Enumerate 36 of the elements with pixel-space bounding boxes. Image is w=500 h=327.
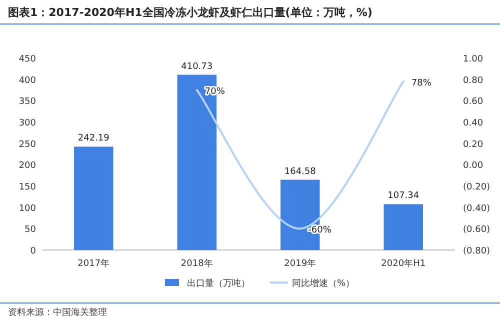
y2-tick-label: 0.60	[463, 97, 484, 108]
x-tick-label: 2018年	[180, 258, 213, 269]
data-label: 242.19	[78, 134, 110, 144]
y2-tick-label: 0.80	[463, 76, 484, 86]
y2-tick-label: (0.20)	[463, 182, 490, 192]
y2-tick-label: (0.60)	[463, 225, 490, 236]
bar	[384, 204, 423, 250]
y2-tick-label: (0.40)	[463, 204, 490, 214]
x-tick-label: 2017年	[78, 258, 110, 269]
x-tick-label: 2020年H1	[381, 258, 426, 269]
y-tick-label: 100	[18, 204, 36, 214]
legend-label: 出口量（万吨）	[187, 278, 250, 289]
y2-tick-label: 0.20	[463, 140, 484, 150]
y-tick-label: 450	[18, 54, 36, 64]
y-tick-label: 350	[18, 97, 36, 108]
legend-label: 同比增速（%）	[292, 278, 355, 289]
data-label: 78%	[411, 78, 432, 88]
y-tick-label: 50	[24, 225, 36, 236]
y-tick-label: 200	[18, 161, 36, 172]
x-tick-label: 2019年	[284, 258, 316, 269]
bar	[74, 146, 114, 250]
text: 资料来源：中国海关整理	[8, 307, 107, 318]
y2-tick-label: 0.00	[463, 161, 484, 172]
y-tick-label: 150	[18, 182, 36, 192]
y-tick-label: 0	[30, 246, 36, 256]
data-label: 107.34	[388, 191, 420, 202]
y-tick-label: 250	[18, 140, 36, 150]
y2-tick-label: 0.40	[463, 118, 484, 128]
data-label: 164.58	[284, 166, 316, 177]
data-label: -60%	[308, 226, 332, 236]
chart-title: 图表1：2017-2020年H1全国冷冻小龙虾及虾仁出口量(单位：万吨，%)	[8, 6, 372, 19]
y2-tick-label: (0.80)	[463, 246, 490, 256]
data-label: 410.73	[181, 62, 213, 72]
y-tick-label: 300	[18, 118, 36, 128]
y-tick-label: 400	[18, 76, 36, 86]
y2-tick-label: 1.00	[463, 54, 484, 64]
